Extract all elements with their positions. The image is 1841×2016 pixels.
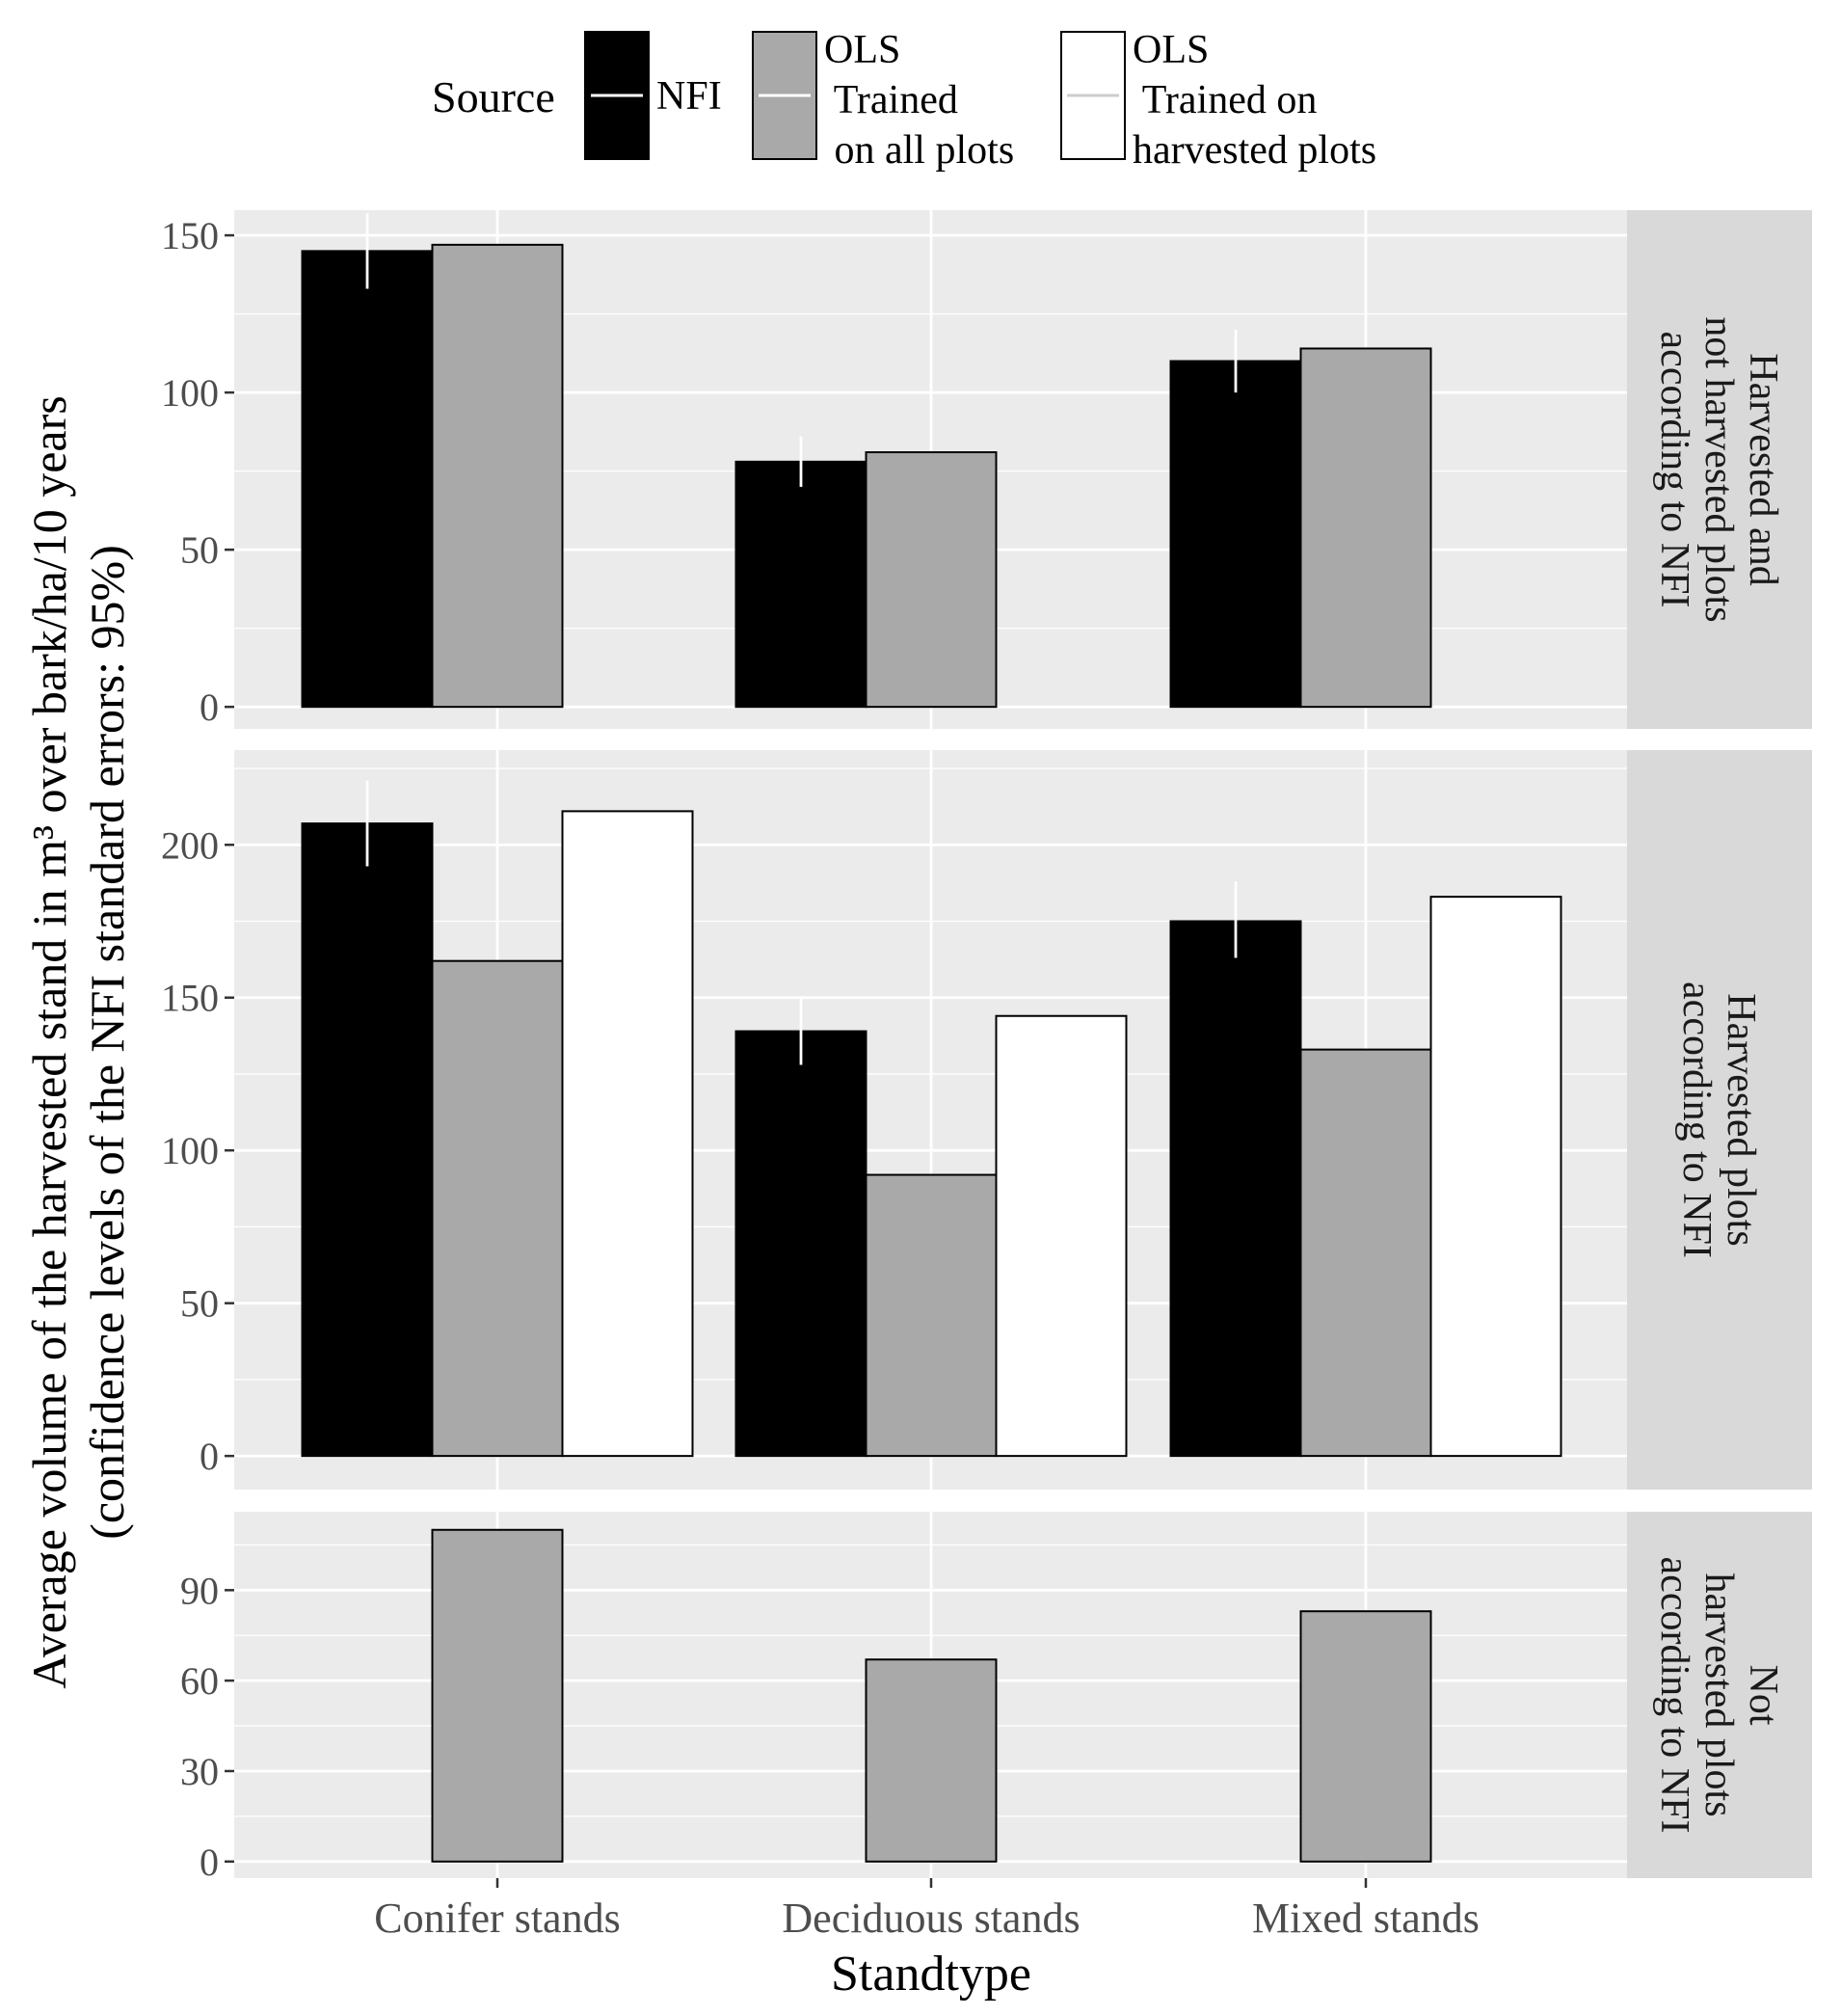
facet-panel-3: 0 30 60 90 Notharvested plotsaccording to NF… <box>180 1512 1812 1884</box>
y-tick-label: 90 <box>180 1569 219 1612</box>
bar-ols_all-2 <box>865 1658 998 1863</box>
bar-ols_all-1 <box>431 243 564 709</box>
facet-strip-label: Notharvested plotsaccording to NFI <box>1652 1557 1785 1834</box>
x-tick-label: Mixed stands <box>1252 1895 1480 1942</box>
y-axis-title-line2: (confidence levels of the NFI standard e… <box>80 545 134 1540</box>
facet-panel-1: 0 50 100 150 Harvested andnot harvested plot… <box>161 210 1812 729</box>
legend: Source NFI OLS Trained on all plots OLS Tr… <box>432 28 1376 173</box>
y-tick-label: 100 <box>161 371 219 415</box>
bar-ols_all-1 <box>431 959 564 1458</box>
facet-strip-label: Harvested andnot harvested plotsaccordin… <box>1652 316 1785 622</box>
y-tick-label: 0 <box>200 1435 219 1478</box>
legend-title: Source <box>432 72 555 121</box>
bar-nfi-2 <box>734 1030 867 1458</box>
x-axis: Conifer stands Deciduous stands Mixed stan… <box>374 1878 1480 1942</box>
x-tick-label: Deciduous stands <box>782 1895 1080 1942</box>
legend-label-ols_all: OLS Trained on all plots <box>824 28 1014 173</box>
bar-ols_all-3 <box>1299 1610 1432 1863</box>
y-axis-title-line1: Average volume of the harvested stand in… <box>22 395 76 1688</box>
bar-ols_harv-1 <box>561 810 694 1458</box>
bar-ols_all-3 <box>1299 347 1432 709</box>
facet-strip-background <box>1627 750 1812 1490</box>
bar-nfi-3 <box>1169 360 1302 709</box>
legend-keys: NFI OLS Trained on all plots OLS Trained o… <box>584 28 1376 173</box>
facet-strip-background <box>1627 210 1812 729</box>
bar-ols_all-2 <box>865 451 998 709</box>
panels: 0 50 100 150 Harvested andnot harvested plot… <box>161 210 1812 1884</box>
y-tick-label: 50 <box>180 528 219 572</box>
x-axis-title: Standtype <box>831 1947 1031 2002</box>
bar-ols_all-2 <box>865 1173 998 1458</box>
bar-ols_all-3 <box>1299 1048 1432 1458</box>
bar-nfi-2 <box>734 460 867 709</box>
bar-ols_harv-2 <box>995 1014 1128 1458</box>
y-tick-label: 200 <box>161 823 219 867</box>
bar-nfi-1 <box>301 822 434 1458</box>
facet-strip-background <box>1627 1512 1812 1878</box>
bar-ols_all-1 <box>431 1528 564 1863</box>
bar-nfi-3 <box>1169 920 1302 1458</box>
x-tick-label: Conifer stands <box>374 1895 620 1942</box>
bar-nfi-1 <box>301 250 434 709</box>
y-tick-label: 60 <box>180 1659 219 1703</box>
y-tick-label: 50 <box>180 1282 219 1326</box>
y-tick-label: 100 <box>161 1129 219 1172</box>
y-tick-label: 0 <box>200 1841 219 1884</box>
y-tick-label: 30 <box>180 1750 219 1793</box>
y-tick-label: 0 <box>200 685 219 729</box>
bar-ols_harv-3 <box>1429 896 1562 1458</box>
legend-label-ols_harv: OLS Trained on harvested plots <box>1133 28 1376 173</box>
legend-label-nfi: NFI <box>656 74 722 119</box>
y-tick-label: 150 <box>161 214 219 257</box>
y-tick-label: 150 <box>161 977 219 1020</box>
facet-panel-2: 0 50 100 150 200 Harvested plotsaccording to … <box>161 750 1812 1490</box>
facet-strip-label: Harvested plotsaccording to NFI <box>1674 981 1763 1258</box>
